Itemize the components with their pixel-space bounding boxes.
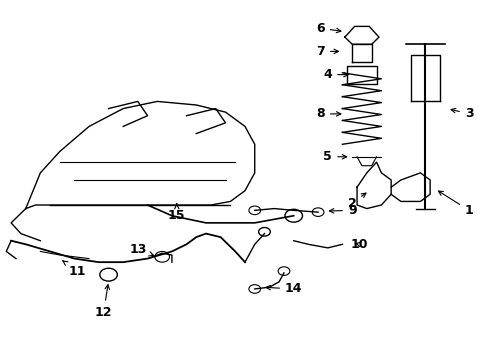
Text: 10: 10 <box>351 238 368 251</box>
Text: 2: 2 <box>348 193 366 210</box>
Text: 11: 11 <box>63 261 86 278</box>
Text: 8: 8 <box>316 107 341 120</box>
Text: 15: 15 <box>168 204 186 222</box>
Text: 14: 14 <box>266 283 302 296</box>
Text: 3: 3 <box>451 107 473 120</box>
Text: 4: 4 <box>323 68 348 81</box>
Text: 12: 12 <box>95 285 113 319</box>
Text: 13: 13 <box>129 243 153 256</box>
Text: 6: 6 <box>316 22 341 35</box>
Text: 9: 9 <box>329 204 357 217</box>
Text: 1: 1 <box>439 191 473 217</box>
Text: 7: 7 <box>316 45 339 58</box>
Text: 5: 5 <box>323 150 347 163</box>
